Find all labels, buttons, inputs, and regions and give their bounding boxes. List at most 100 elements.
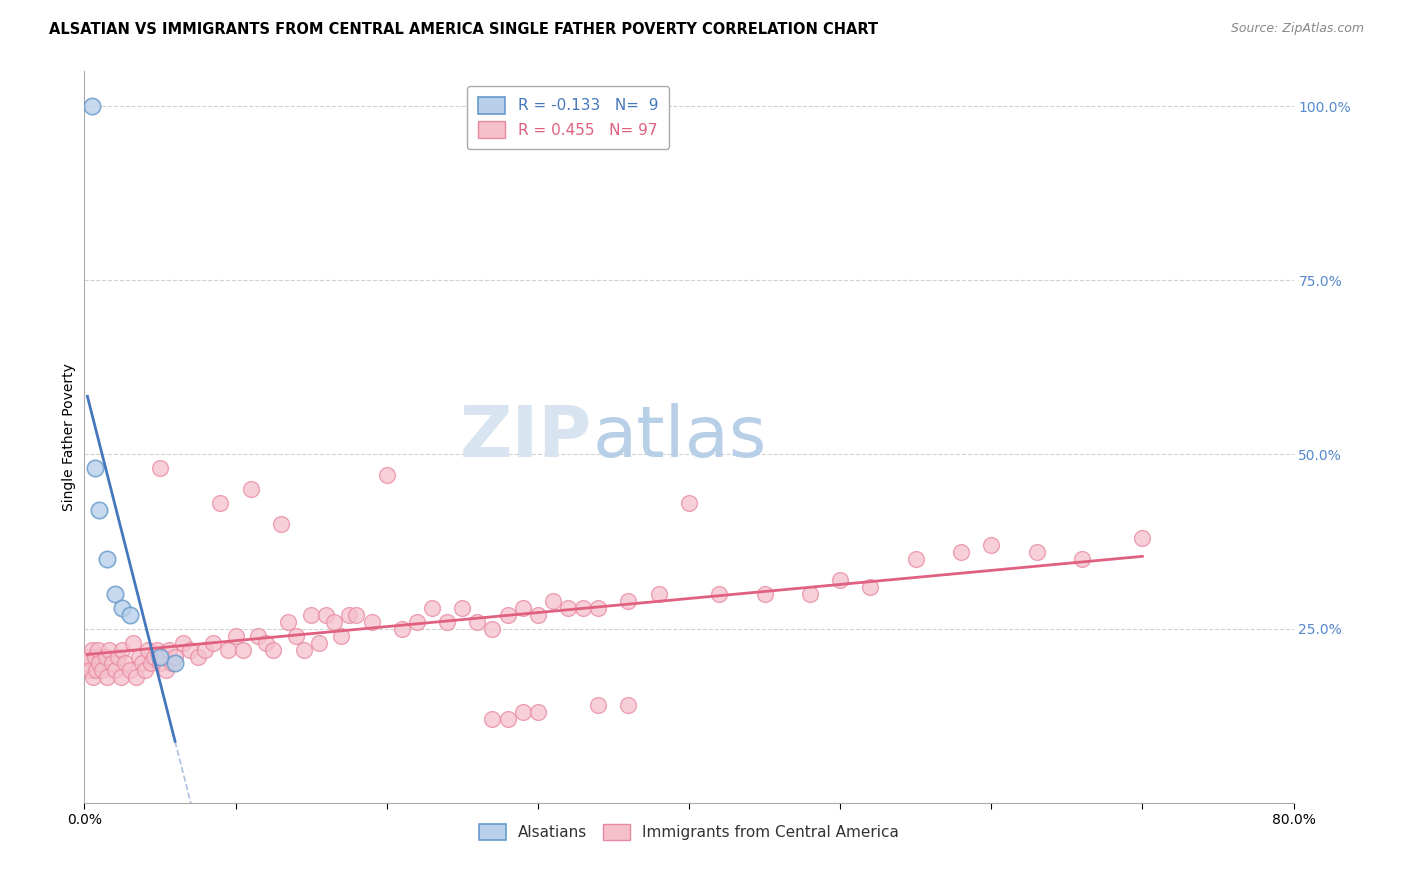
Point: [254, 635, 277, 649]
Point: [152, 649, 174, 664]
Point: [527, 705, 550, 719]
Point: [308, 635, 330, 649]
Point: [155, 664, 177, 678]
Point: [512, 600, 534, 615]
Point: [94, 649, 117, 664]
Point: [160, 657, 183, 671]
Point: [136, 642, 159, 657]
Point: [187, 649, 209, 664]
Point: [86, 664, 108, 678]
Y-axis label: Single Father Poverty: Single Father Poverty: [62, 363, 76, 511]
Text: ALSATIAN VS IMMIGRANTS FROM CENTRAL AMERICA SINGLE FATHER POVERTY CORRELATION CH: ALSATIAN VS IMMIGRANTS FROM CENTRAL AMER…: [49, 22, 879, 37]
Point: [859, 580, 882, 594]
Point: [100, 657, 122, 671]
Point: [799, 587, 821, 601]
Point: [262, 642, 284, 657]
Point: [146, 642, 169, 657]
Point: [128, 649, 150, 664]
Point: [406, 615, 429, 629]
Point: [79, 664, 101, 678]
Point: [194, 642, 217, 657]
Text: atlas: atlas: [592, 402, 766, 472]
Point: [709, 587, 731, 601]
Point: [111, 642, 134, 657]
Point: [110, 670, 132, 684]
Point: [80, 642, 103, 657]
Point: [360, 615, 382, 629]
Point: [97, 642, 120, 657]
Point: [330, 629, 353, 643]
Point: [165, 657, 187, 671]
Point: [496, 712, 519, 726]
Point: [232, 642, 254, 657]
Point: [89, 657, 111, 671]
Point: [239, 483, 262, 497]
Point: [149, 649, 172, 664]
Point: [980, 538, 1002, 552]
Point: [172, 635, 194, 649]
Point: [481, 622, 503, 636]
Point: [1025, 545, 1047, 559]
Point: [830, 573, 852, 587]
Point: [82, 670, 104, 684]
Point: [104, 664, 127, 678]
Point: [87, 642, 110, 657]
Point: [950, 545, 973, 559]
Point: [247, 629, 270, 643]
Point: [270, 517, 292, 532]
Point: [84, 649, 107, 664]
Point: [754, 587, 776, 601]
Point: [315, 607, 337, 622]
Point: [467, 615, 489, 629]
Point: [80, 99, 103, 113]
Point: [134, 664, 156, 678]
Point: [299, 607, 322, 622]
Point: [118, 664, 141, 678]
Point: [588, 698, 610, 713]
Legend: Alsatians, Immigrants from Central America: Alsatians, Immigrants from Central Ameri…: [472, 817, 905, 847]
Point: [104, 587, 127, 601]
Point: [648, 587, 671, 601]
Point: [678, 496, 700, 510]
Point: [512, 705, 534, 719]
Point: [89, 503, 111, 517]
Point: [572, 600, 595, 615]
Point: [76, 657, 98, 671]
Point: [217, 642, 239, 657]
Point: [292, 642, 315, 657]
Text: ZIP: ZIP: [460, 402, 592, 472]
Point: [541, 594, 564, 608]
Point: [121, 635, 143, 649]
Point: [125, 670, 148, 684]
Point: [436, 615, 458, 629]
Point: [149, 461, 172, 475]
Point: [165, 649, 187, 664]
Point: [1071, 552, 1094, 566]
Point: [225, 629, 247, 643]
Point: [131, 657, 153, 671]
Point: [84, 461, 107, 475]
Point: [481, 712, 503, 726]
Point: [114, 657, 136, 671]
Text: Source: ZipAtlas.com: Source: ZipAtlas.com: [1230, 22, 1364, 36]
Point: [149, 657, 172, 671]
Point: [346, 607, 368, 622]
Point: [391, 622, 413, 636]
Point: [201, 635, 224, 649]
Point: [496, 607, 519, 622]
Point: [420, 600, 443, 615]
Point: [557, 600, 579, 615]
Point: [111, 600, 134, 615]
Point: [139, 657, 162, 671]
Point: [96, 670, 118, 684]
Point: [91, 664, 114, 678]
Point: [157, 642, 180, 657]
Point: [337, 607, 360, 622]
Point: [527, 607, 550, 622]
Point: [904, 552, 927, 566]
Point: [588, 600, 610, 615]
Point: [451, 600, 474, 615]
Point: [375, 468, 398, 483]
Point: [77, 649, 100, 664]
Point: [107, 649, 129, 664]
